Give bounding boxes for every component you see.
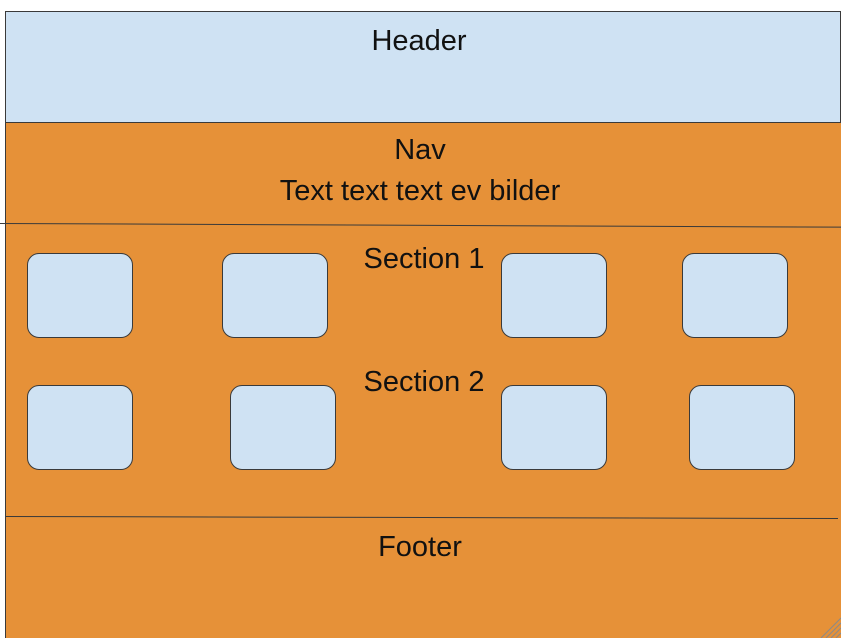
- nav-text: Text text text ev bilder: [279, 175, 561, 207]
- section1-box-3: [501, 253, 607, 338]
- footer-label: Footer: [378, 531, 462, 563]
- section2-label: Section 2: [363, 366, 485, 398]
- section2-box-3: [501, 385, 607, 470]
- section2-box-1: [27, 385, 133, 470]
- section1-box-2: [222, 253, 328, 338]
- section1-box-1: [27, 253, 133, 338]
- resize-grip-icon: [820, 617, 841, 638]
- section2-box-2: [230, 385, 336, 470]
- section2-box-4: [689, 385, 795, 470]
- section1-box-4: [682, 253, 788, 338]
- nav-label: Nav: [394, 134, 446, 166]
- header-label: Header: [371, 25, 467, 57]
- header-block: Header: [5, 11, 841, 123]
- page-body-block: [5, 123, 841, 638]
- section1-label: Section 1: [363, 243, 485, 275]
